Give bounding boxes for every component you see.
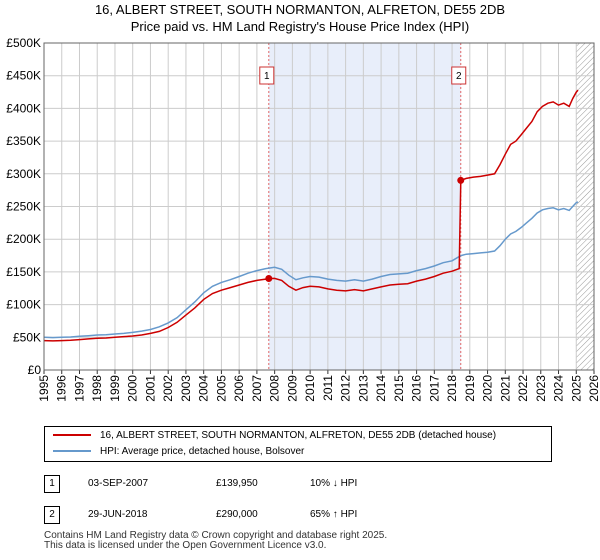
y-tick-label: £200K	[6, 232, 41, 246]
y-tick-label: £450K	[6, 69, 41, 83]
sale-annotation-label: 1	[264, 71, 270, 82]
x-tick-label: 2012	[339, 375, 353, 402]
sale-point	[457, 176, 465, 184]
sale-hpi-comparison: 10% ↓ HPI	[310, 478, 358, 489]
x-tick-label: 2006	[232, 375, 246, 402]
x-tick-label: 2008	[268, 375, 282, 402]
sale-row-2: 2 29-JUN-2018 £290,000 65% ↑ HPI	[44, 505, 564, 525]
x-tick-label: 2024	[552, 375, 566, 402]
x-tick-label: 2021	[498, 375, 512, 402]
y-tick-label: £400K	[6, 101, 41, 115]
x-tick-label: 2009	[285, 375, 299, 402]
y-tick-label: £100K	[6, 298, 41, 312]
x-tick-label: 2013	[356, 375, 370, 402]
footer-line-1: Contains HM Land Registry data © Crown c…	[44, 530, 388, 541]
x-tick-label: 2005	[214, 375, 228, 402]
x-tick-label: 1996	[55, 375, 69, 402]
x-tick-label: 1997	[72, 375, 86, 402]
sale-number-badge: 2	[44, 506, 60, 524]
x-tick-label: 2007	[250, 375, 264, 402]
x-tick-label: 2015	[392, 375, 406, 402]
price-chart: 16, ALBERT STREET, SOUTH NORMANTON, ALFR…	[6, 2, 600, 402]
x-tick-label: 2000	[126, 375, 140, 402]
x-tick-label: 2026	[587, 375, 600, 402]
x-tick-label: 1998	[90, 375, 104, 402]
x-tick-label: 2001	[143, 375, 157, 402]
sale-point	[265, 274, 273, 282]
y-tick-label: £0	[28, 363, 42, 377]
sale-number-badge: 1	[44, 475, 60, 493]
x-tick-label: 2025	[569, 375, 583, 402]
sale-date: 29-JUN-2018	[88, 509, 148, 520]
legend-label-hpi: HPI: Average price, detached house, Bols…	[100, 446, 305, 457]
sale-annotation-box	[259, 66, 275, 85]
x-tick-label: 2002	[161, 375, 175, 402]
y-tick-label: £300K	[6, 167, 41, 181]
x-tick-label: 2010	[303, 375, 317, 402]
price-paid-line	[43, 89, 579, 342]
x-tick-label: 2011	[321, 375, 335, 401]
x-tick-label: 2017	[427, 375, 441, 402]
x-tick-label: 2003	[179, 375, 193, 402]
x-tick-label: 2018	[445, 375, 459, 402]
sale-price: £139,950	[216, 478, 258, 489]
x-tick-label: 1999	[108, 375, 122, 402]
y-tick-label: £150K	[6, 265, 41, 279]
y-tick-label: £250K	[6, 200, 41, 214]
x-tick-label: 1995	[37, 375, 51, 402]
legend-swatch-hpi	[53, 450, 91, 453]
legend-swatch-price-paid	[53, 434, 91, 437]
legend-entry-hpi: HPI: Average price, detached house, Bols…	[53, 444, 304, 460]
sale-date: 03-SEP-2007	[88, 478, 149, 489]
sale-row-1: 1 03-SEP-2007 £139,950 10% ↓ HPI	[44, 474, 564, 494]
chart-title: 16, ALBERT STREET, SOUTH NORMANTON, ALFR…	[95, 2, 505, 17]
y-tick-label: £350K	[6, 134, 41, 148]
chart-legend: 16, ALBERT STREET, SOUTH NORMANTON, ALFR…	[44, 426, 552, 462]
chart-subtitle: Price paid vs. HM Land Registry's House …	[131, 19, 469, 34]
footer-line-2: This data is licensed under the Open Gov…	[44, 540, 327, 551]
legend-label-price-paid: 16, ALBERT STREET, SOUTH NORMANTON, ALFR…	[100, 430, 497, 441]
legend-entry-price-paid: 16, ALBERT STREET, SOUTH NORMANTON, ALFR…	[53, 428, 496, 444]
y-tick-label: £50K	[13, 330, 41, 344]
hpi-line	[43, 201, 579, 339]
plot-frame	[43, 42, 595, 371]
sale-annotation-label: 2	[456, 71, 462, 82]
x-tick-label: 2023	[534, 375, 548, 402]
sale-hpi-comparison: 65% ↑ HPI	[310, 509, 358, 520]
attribution-footer: Contains HM Land Registry data © Crown c…	[44, 531, 387, 551]
x-tick-label: 2004	[197, 375, 211, 402]
x-tick-label: 2020	[481, 375, 495, 402]
sale-annotation-box	[451, 66, 467, 85]
sale-price: £290,000	[216, 509, 258, 520]
x-tick-label: 2019	[463, 375, 477, 402]
x-tick-label: 2016	[410, 375, 424, 402]
y-tick-label: £500K	[6, 36, 41, 50]
x-tick-label: 2022	[516, 375, 530, 402]
x-tick-label: 2014	[374, 375, 388, 402]
